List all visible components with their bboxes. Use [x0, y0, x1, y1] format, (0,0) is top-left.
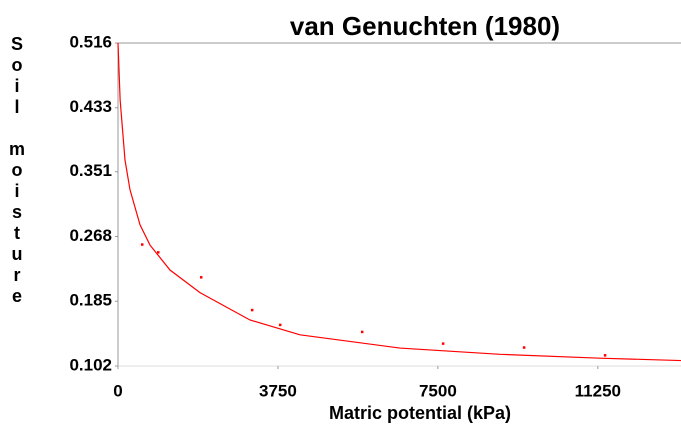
- y-tick-label: 0.433: [69, 97, 112, 116]
- chart-title: van Genuchten (1980): [290, 11, 560, 41]
- y-axis-label: Soil moisture: [7, 34, 27, 307]
- data-point: [157, 251, 160, 254]
- y-tick-label: 0.185: [69, 291, 112, 310]
- x-axis-label: Matric potential (kPa): [329, 403, 511, 423]
- data-point: [441, 342, 445, 345]
- data-point: [278, 323, 282, 327]
- data-point: [140, 243, 144, 246]
- y-tick-label: 0.268: [69, 226, 112, 245]
- y-tick-label: 0.516: [69, 32, 112, 51]
- data-point: [522, 346, 526, 349]
- fitted-curve: [117, 42, 681, 362]
- y-tick-label: 0.102: [69, 355, 112, 374]
- data-point: [250, 308, 254, 312]
- x-tick-label: 3750: [259, 381, 297, 400]
- data-point: [199, 276, 203, 279]
- y-tick-label: 0.351: [69, 161, 112, 180]
- data-point: [603, 354, 607, 357]
- x-tick-label: 0: [113, 381, 122, 400]
- x-tick-label: 7500: [419, 381, 457, 400]
- x-tick-label: 11250: [575, 381, 621, 400]
- data-point: [360, 330, 364, 334]
